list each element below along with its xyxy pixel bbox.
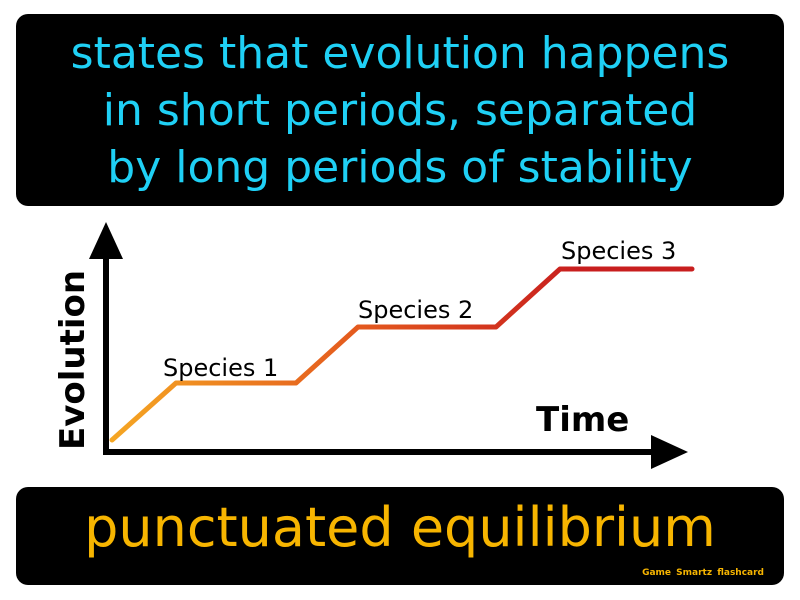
evolution-diagram: Evolution Time Species 1 Species 2 Speci… <box>53 222 695 469</box>
species-2-label: Species 2 <box>358 296 473 324</box>
definition-box: states that evolution happens in short p… <box>16 14 784 206</box>
evolution-step-line <box>109 266 695 443</box>
definition-line-3: by long periods of stability <box>107 141 693 193</box>
definition-line-2: in short periods, separated <box>102 84 698 136</box>
definition-line-1: states that evolution happens <box>70 27 730 79</box>
term-title: punctuated equilibrium <box>84 496 716 559</box>
x-axis-arrow-icon <box>651 435 688 469</box>
brand-label: Game Smartz flashcard <box>642 568 764 578</box>
x-axis-label: Time <box>536 400 629 440</box>
y-axis-arrow-icon <box>89 222 123 259</box>
species-1-label: Species 1 <box>163 354 278 382</box>
species-3-label: Species 3 <box>561 237 676 265</box>
y-axis-label: Evolution <box>53 270 93 450</box>
term-box: punctuated equilibrium Game Smartz flash… <box>16 487 784 585</box>
